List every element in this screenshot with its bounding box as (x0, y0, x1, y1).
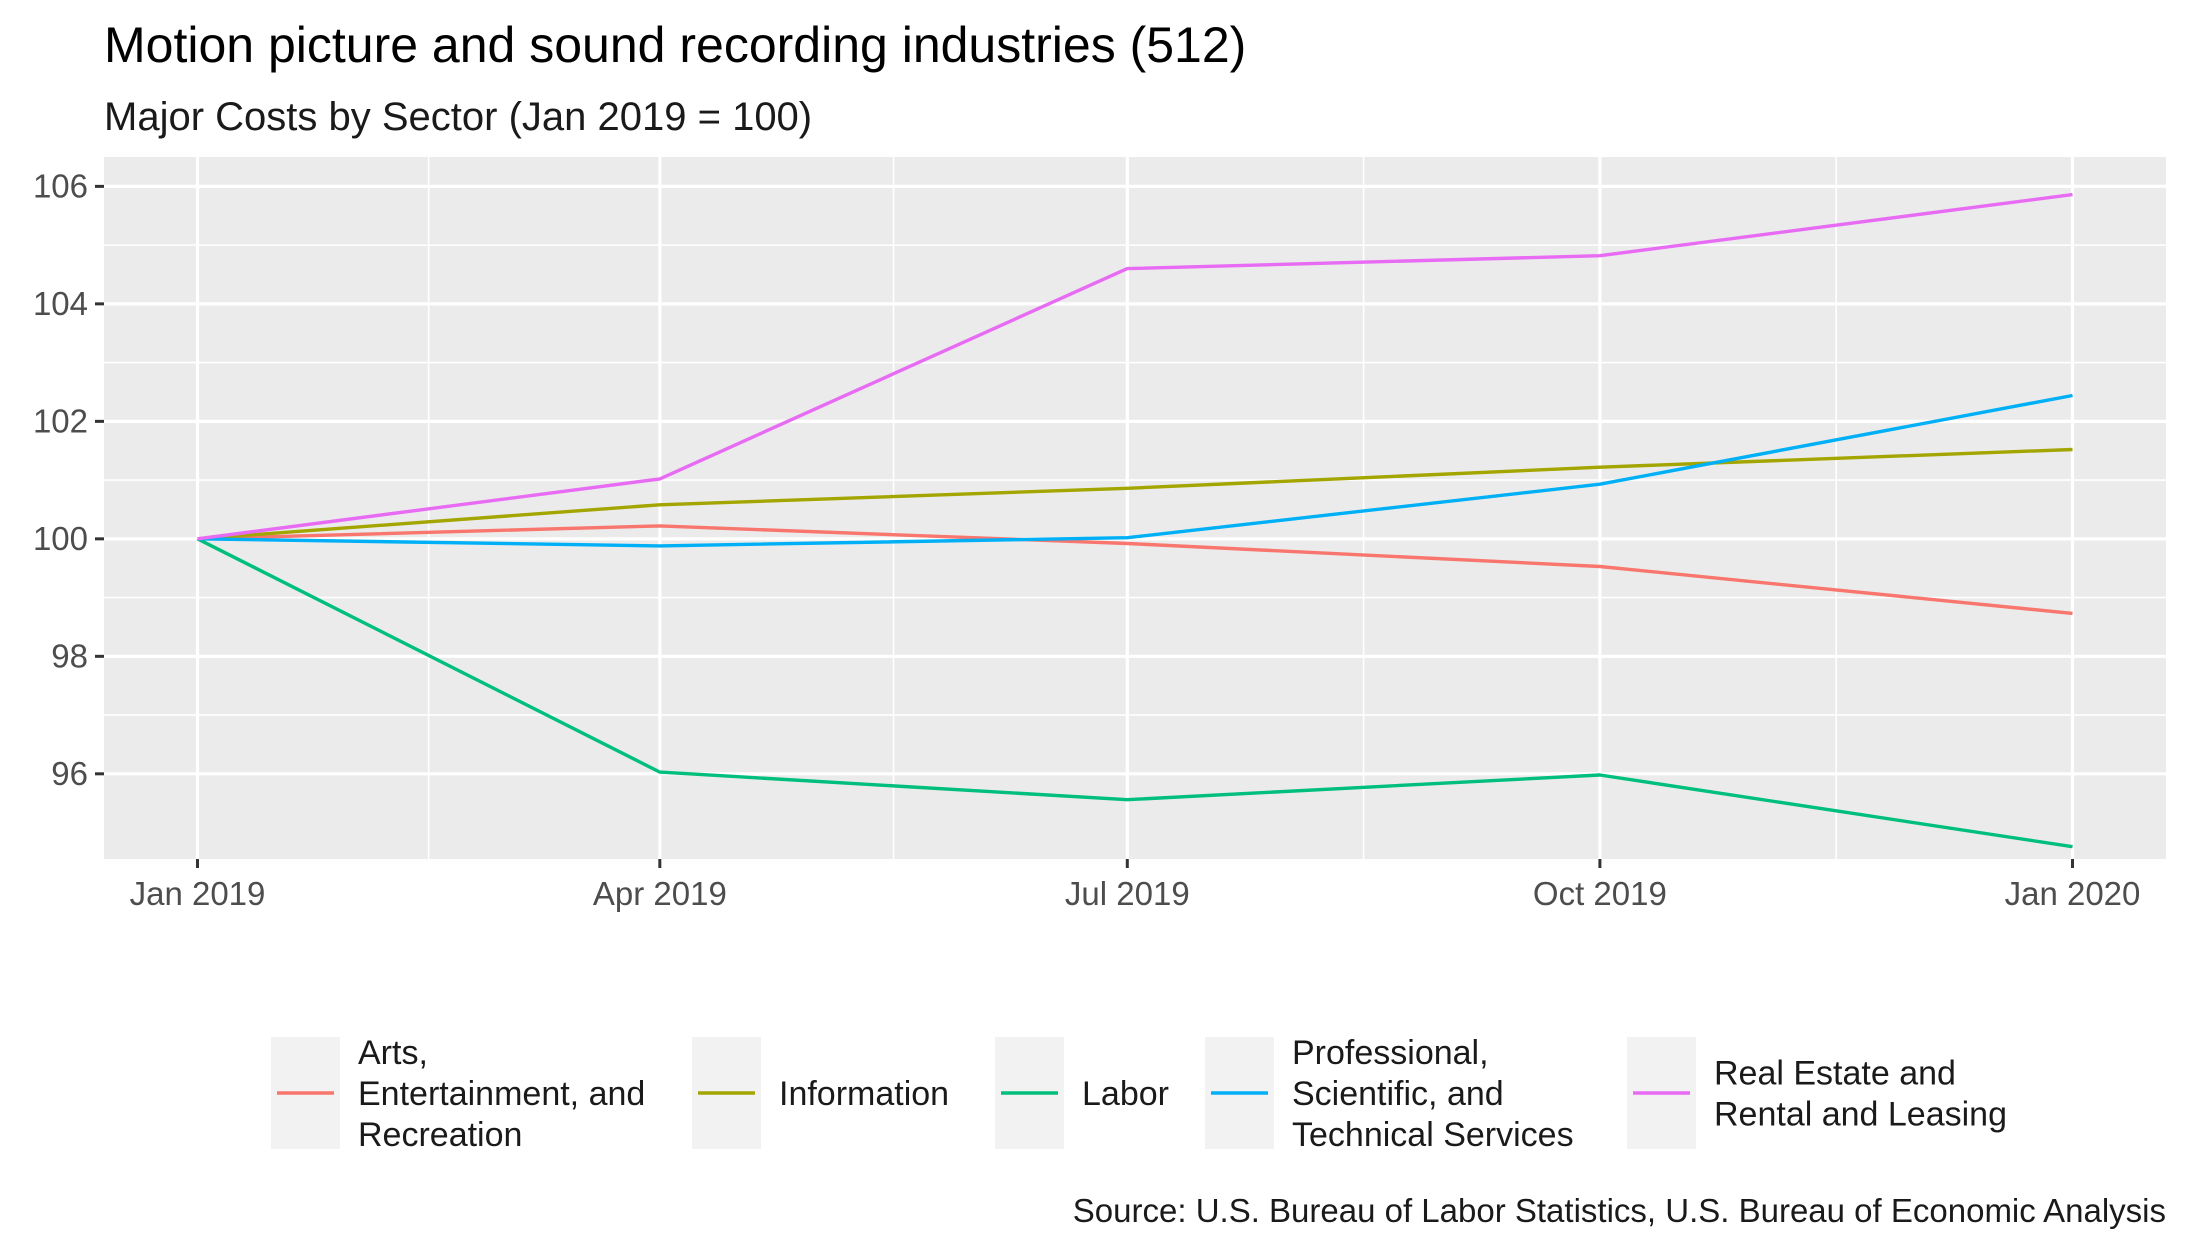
chart-subtitle: Major Costs by Sector (Jan 2019 = 100) (104, 95, 812, 139)
y-tick-label: 100 (33, 520, 88, 557)
series-line-information (197, 447, 2073, 541)
chart-caption: Source: U.S. Bureau of Labor Statistics,… (1073, 1192, 2166, 1229)
series-line-arts-entertainment-and-recreation (197, 524, 2073, 616)
x-tick-label: Jan 2019 (130, 875, 266, 912)
legend-item-information: Information (692, 1037, 949, 1149)
legend-item-professional-scientific-and-technical-services: Professional, Scientific, and Technical Se… (1205, 1034, 1574, 1154)
legend: Arts, Entertainment, and Recreation Informa… (271, 1034, 2007, 1154)
x-axis: Jan 2019 Apr 2019 Jul 2019 Oct 2019 Jan 2020 (130, 859, 2141, 912)
x-tick-label: Jul 2019 (1065, 875, 1190, 912)
x-tick-label: Jan 2020 (2005, 875, 2141, 912)
y-tick-label: 96 (51, 755, 88, 792)
major-gridlines (104, 157, 2166, 859)
legend-label: Professional, Scientific, and Technical Se… (1292, 1034, 1574, 1154)
series-line-real-estate-and-rental-and-leasing (197, 192, 2073, 541)
legend-label: Arts, Entertainment, and Recreation (358, 1034, 645, 1154)
legend-label: Labor (1082, 1075, 1169, 1113)
x-tick-label: Oct 2019 (1533, 875, 1667, 912)
x-tick-label: Apr 2019 (593, 875, 727, 912)
series-line-professional-scientific-and-technical-services (197, 393, 2073, 548)
chart-title: Motion picture and sound recording indus… (104, 17, 1246, 73)
y-tick-label: 104 (33, 285, 88, 322)
series-line-labor (196, 537, 2073, 849)
y-tick-label: 106 (33, 167, 88, 204)
y-tick-label: 98 (51, 637, 88, 674)
legend-item-real-estate-and-rental-and-leasing: Real Estate and Rental and Leasing (1627, 1037, 2007, 1149)
legend-label: Real Estate and Rental and Leasing (1714, 1055, 2007, 1134)
legend-item-arts-entertainment-and-recreation: Arts, Entertainment, and Recreation (271, 1034, 645, 1154)
y-tick-label: 102 (33, 402, 88, 439)
legend-label: Information (779, 1075, 949, 1113)
y-axis: 96 98 100 102 104 106 (33, 167, 104, 792)
series-lines (196, 192, 2073, 849)
legend-item-labor: Labor (995, 1037, 1169, 1149)
plot-panel (104, 157, 2166, 859)
